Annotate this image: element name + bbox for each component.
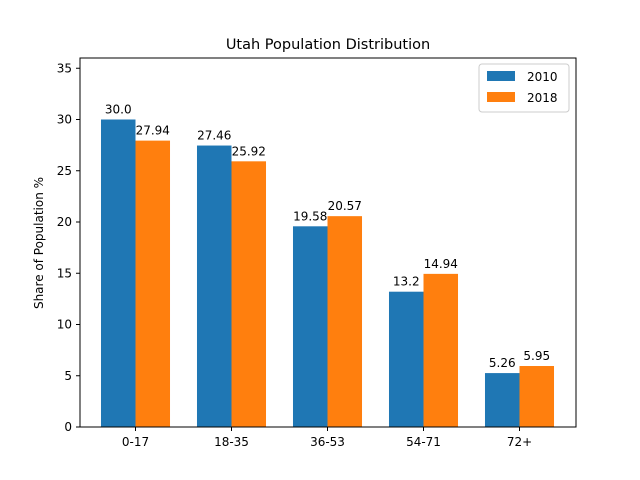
y-tick-label: 5 [64,369,72,383]
legend-swatch-2018 [487,92,515,102]
y-tick-label: 15 [57,266,72,280]
legend-label-2018: 2018 [527,91,558,105]
x-tick-label: 36-53 [310,435,345,449]
bar-2010-72+ [484,373,520,427]
bar-2018-0-17 [135,140,171,428]
data-label-2010-54-71: 13.2 [393,275,420,289]
bar-2018-18-35 [231,161,267,427]
data-label-2018-36-53: 20.57 [328,199,362,213]
y-tick-label: 25 [57,164,72,178]
legend-swatch-2010 [487,71,515,81]
data-label-2010-0-17: 30.0 [105,103,132,117]
y-tick-label: 30 [57,113,72,127]
x-tick-label: 0-17 [122,435,149,449]
bar-2018-36-53 [327,216,363,427]
x-tick-label: 72+ [507,435,532,449]
data-label-2018-18-35: 25.92 [232,144,266,158]
legend-label-2010: 2010 [527,70,558,84]
data-label-2010-36-53: 19.58 [293,209,327,223]
bar-2010-0-17 [100,119,136,427]
chart-title: Utah Population Distribution [226,37,430,53]
bar-2010-54-71 [388,291,424,427]
x-tick-label: 54-71 [406,435,441,449]
bar-2018-72+ [519,366,555,427]
y-tick-label: 0 [64,420,72,434]
y-axis-label: Share of Population % [32,177,46,309]
plot-area: 30.0 27.46 19.58 13.2 5.26 27.94 25.92 20.57 14.… [57,57,577,449]
data-label-2010-18-35: 27.46 [197,129,231,143]
y-tick-label: 35 [57,61,72,75]
bar-2018-54-71 [423,273,459,427]
data-label-2018-0-17: 27.94 [136,124,170,138]
data-label-2018-72+: 5.95 [523,349,550,363]
bar-2010-36-53 [292,226,328,427]
x-tick-label: 18-35 [214,435,249,449]
data-label-2018-54-71: 14.94 [424,257,458,271]
legend: 2010 2018 [478,63,570,113]
y-tick-label: 20 [57,215,72,229]
y-tick-label: 10 [57,318,72,332]
data-label-2010-72+: 5.26 [489,356,516,370]
bar-2010-18-35 [196,145,232,427]
